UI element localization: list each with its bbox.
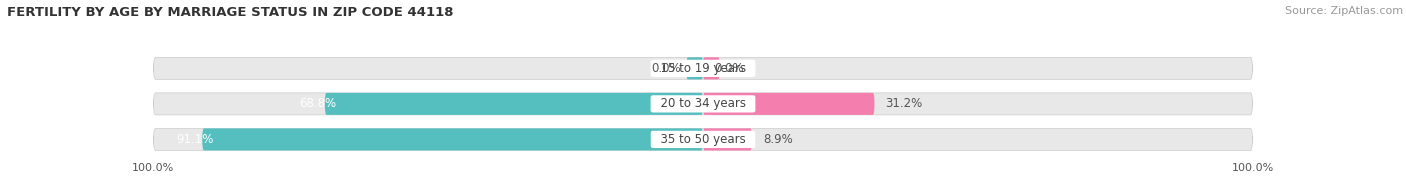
FancyBboxPatch shape	[153, 128, 1253, 150]
Text: 0.0%: 0.0%	[651, 62, 681, 75]
Text: 68.8%: 68.8%	[298, 97, 336, 110]
Text: 0.0%: 0.0%	[714, 62, 744, 75]
Text: FERTILITY BY AGE BY MARRIAGE STATUS IN ZIP CODE 44118: FERTILITY BY AGE BY MARRIAGE STATUS IN Z…	[7, 6, 454, 19]
Text: 15 to 19 years: 15 to 19 years	[652, 62, 754, 75]
FancyBboxPatch shape	[153, 57, 1253, 79]
Text: 35 to 50 years: 35 to 50 years	[652, 133, 754, 146]
FancyBboxPatch shape	[703, 93, 875, 115]
FancyBboxPatch shape	[153, 93, 1253, 115]
Text: Source: ZipAtlas.com: Source: ZipAtlas.com	[1285, 6, 1403, 16]
FancyBboxPatch shape	[325, 93, 703, 115]
Text: 8.9%: 8.9%	[763, 133, 793, 146]
FancyBboxPatch shape	[686, 57, 703, 79]
Text: 31.2%: 31.2%	[886, 97, 922, 110]
Text: 20 to 34 years: 20 to 34 years	[652, 97, 754, 110]
FancyBboxPatch shape	[703, 57, 720, 79]
FancyBboxPatch shape	[202, 128, 703, 150]
FancyBboxPatch shape	[703, 128, 752, 150]
Text: 91.1%: 91.1%	[176, 133, 214, 146]
